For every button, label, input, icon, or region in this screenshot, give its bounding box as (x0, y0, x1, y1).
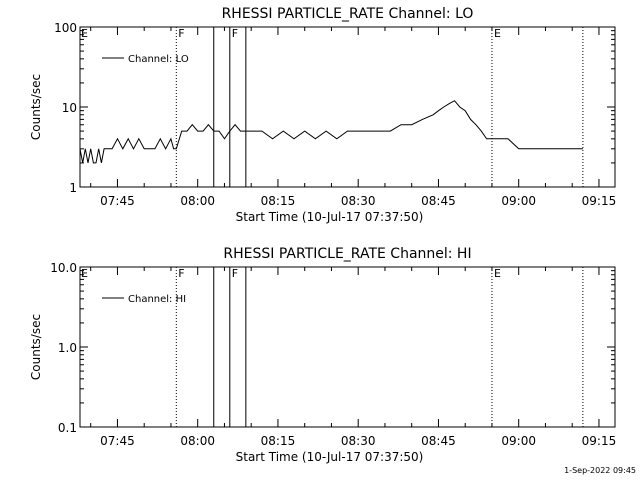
lo-xtick-label: 09:15 (582, 194, 617, 208)
lo-plot-frame (79, 26, 616, 188)
hi-xtick-label: 08:00 (180, 434, 215, 448)
lo-chart-title: RHESSI PARTICLE_RATE Channel: LO (222, 6, 474, 22)
hi-x-axis-label: Start Time (10-Jul-17 07:37:50) (236, 450, 424, 464)
lo-xtick-label: 08:00 (180, 194, 215, 208)
hi-xtick-label: 09:15 (582, 434, 617, 448)
lo-ytick-label: 100 (54, 21, 77, 35)
hi-xtick-label: 09:00 (501, 434, 536, 448)
lo-xtick-label: 08:30 (341, 194, 376, 208)
hi-chart-title: RHESSI PARTICLE_RATE Channel: HI (223, 246, 471, 262)
lo-y-axis-label: Counts/sec (29, 74, 43, 140)
hi-xtick-label: 08:30 (341, 434, 376, 448)
hi-event-marker-label: F (178, 267, 184, 280)
hi-xtick-label: 08:15 (261, 434, 296, 448)
lo-xtick-label: 08:45 (421, 194, 456, 208)
hi-legend-label: Channel: HI (128, 294, 186, 305)
hi-y-axis-label: Counts/sec (29, 314, 43, 380)
hi-event-marker-label: F (232, 267, 238, 280)
lo-series-line (79, 100, 583, 164)
lo-event-marker-label: F (232, 27, 238, 40)
lo-edge-label: E (81, 27, 88, 40)
hi-ytick-label: 0.1 (58, 421, 77, 435)
lo-xtick-label: 08:15 (261, 194, 296, 208)
hi-ytick-label: 10.0 (50, 261, 77, 275)
lo-event-marker-label: F (178, 27, 184, 40)
footer-timestamp: 1-Sep-2022 09:45 (564, 466, 636, 475)
lo-event-marker-label: E (494, 27, 501, 40)
hi-ytick-label: 1.0 (58, 341, 77, 355)
hi-xtick-label: 07:45 (100, 434, 135, 448)
lo-ytick-label: 1 (69, 181, 77, 195)
lo-ytick-label: 10 (62, 101, 77, 115)
lo-xtick-label: 07:45 (100, 194, 135, 208)
hi-edge-label: E (81, 267, 88, 280)
hi-xtick-label: 08:45 (421, 434, 456, 448)
hi-plot-frame (79, 266, 616, 428)
lo-xtick-label: 09:00 (501, 194, 536, 208)
lo-legend-label: Channel: LO (128, 54, 189, 65)
lo-x-axis-label: Start Time (10-Jul-17 07:37:50) (236, 210, 424, 224)
hi-event-marker-label: E (494, 267, 501, 280)
